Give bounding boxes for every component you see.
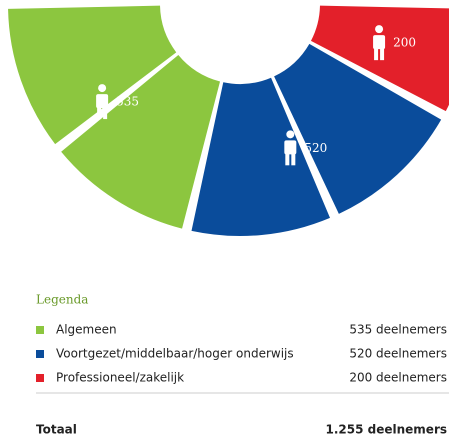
legend-value: 535 deelnemers [349, 323, 447, 337]
icon-leg [103, 107, 108, 120]
person-icon [284, 130, 297, 166]
legend-value: 200 deelnemers [349, 371, 447, 385]
segment-value: 535 [116, 95, 139, 109]
segment-value: 200 [393, 36, 416, 50]
segment [310, 5, 449, 112]
legend-title: Legenda [36, 293, 88, 307]
legend-value: 520 deelnemers [349, 347, 447, 361]
segment-piece [310, 5, 449, 112]
icon-head [98, 84, 107, 93]
icon-leg [291, 153, 296, 166]
legend-label: Algemeen [56, 323, 117, 337]
icon-leg [285, 153, 290, 166]
icon-leg [374, 48, 379, 61]
segment-piece [191, 77, 330, 236]
person-icon [373, 25, 386, 61]
legend-swatch [36, 374, 44, 382]
segment [191, 43, 442, 236]
person-icon [96, 84, 109, 120]
icon-head [375, 25, 384, 34]
segment-piece [61, 54, 221, 229]
segment [8, 5, 221, 229]
total-value: 1.255 deelnemers [326, 423, 448, 437]
icon-body [96, 94, 109, 109]
total-label: Totaal [36, 423, 77, 437]
legend-label: Voortgezet/middelbaar/hoger onderwijs [56, 347, 294, 361]
icon-body [284, 140, 297, 155]
icon-head [286, 130, 295, 139]
icon-leg [97, 107, 102, 120]
segment-value: 520 [304, 141, 327, 155]
legend-swatch [36, 326, 44, 334]
segment-piece [8, 5, 177, 145]
icon-body [373, 35, 386, 50]
segment-piece [274, 43, 442, 214]
legend-swatch [36, 350, 44, 358]
legend-label: Professioneel/zakelijk [56, 371, 184, 385]
icon-leg [380, 48, 385, 61]
